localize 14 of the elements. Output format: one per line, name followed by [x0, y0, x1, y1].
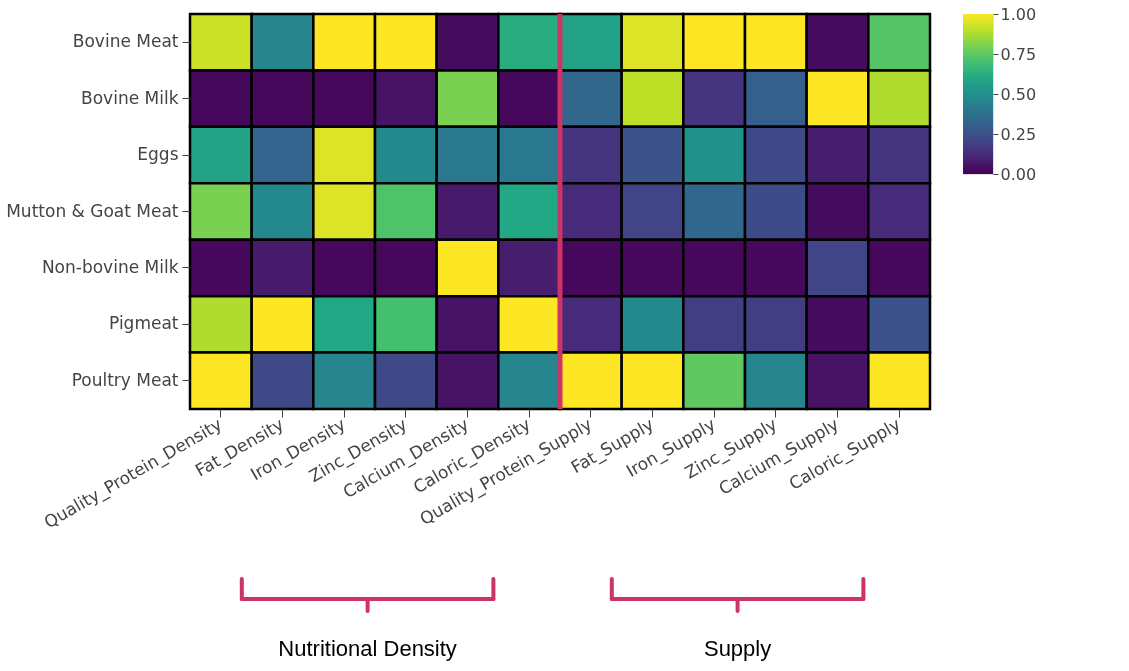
- y-tick-label: Bovine Milk: [81, 87, 179, 108]
- y-tick-label: Poultry Meat: [71, 369, 179, 390]
- y-tick-label: Bovine Meat: [72, 31, 179, 52]
- color-bar-label: 1.00: [1000, 4, 1037, 24]
- color-bar-label: 0.75: [1000, 44, 1037, 64]
- text: Supply: [703, 636, 772, 661]
- y-tick-label: Eggs: [137, 144, 179, 165]
- color-bar-label: 0.25: [1000, 124, 1037, 144]
- y-tick-label: Non-bovine Milk: [41, 256, 179, 277]
- y-tick-label: Mutton & Goat Meat: [6, 200, 179, 221]
- y-tick-label: Pigmeat: [109, 313, 179, 334]
- text: Nutritional Density: [278, 636, 457, 661]
- color-bar-label: 0.50: [1000, 84, 1037, 104]
- color-bar-label: 0.00: [1000, 164, 1037, 184]
